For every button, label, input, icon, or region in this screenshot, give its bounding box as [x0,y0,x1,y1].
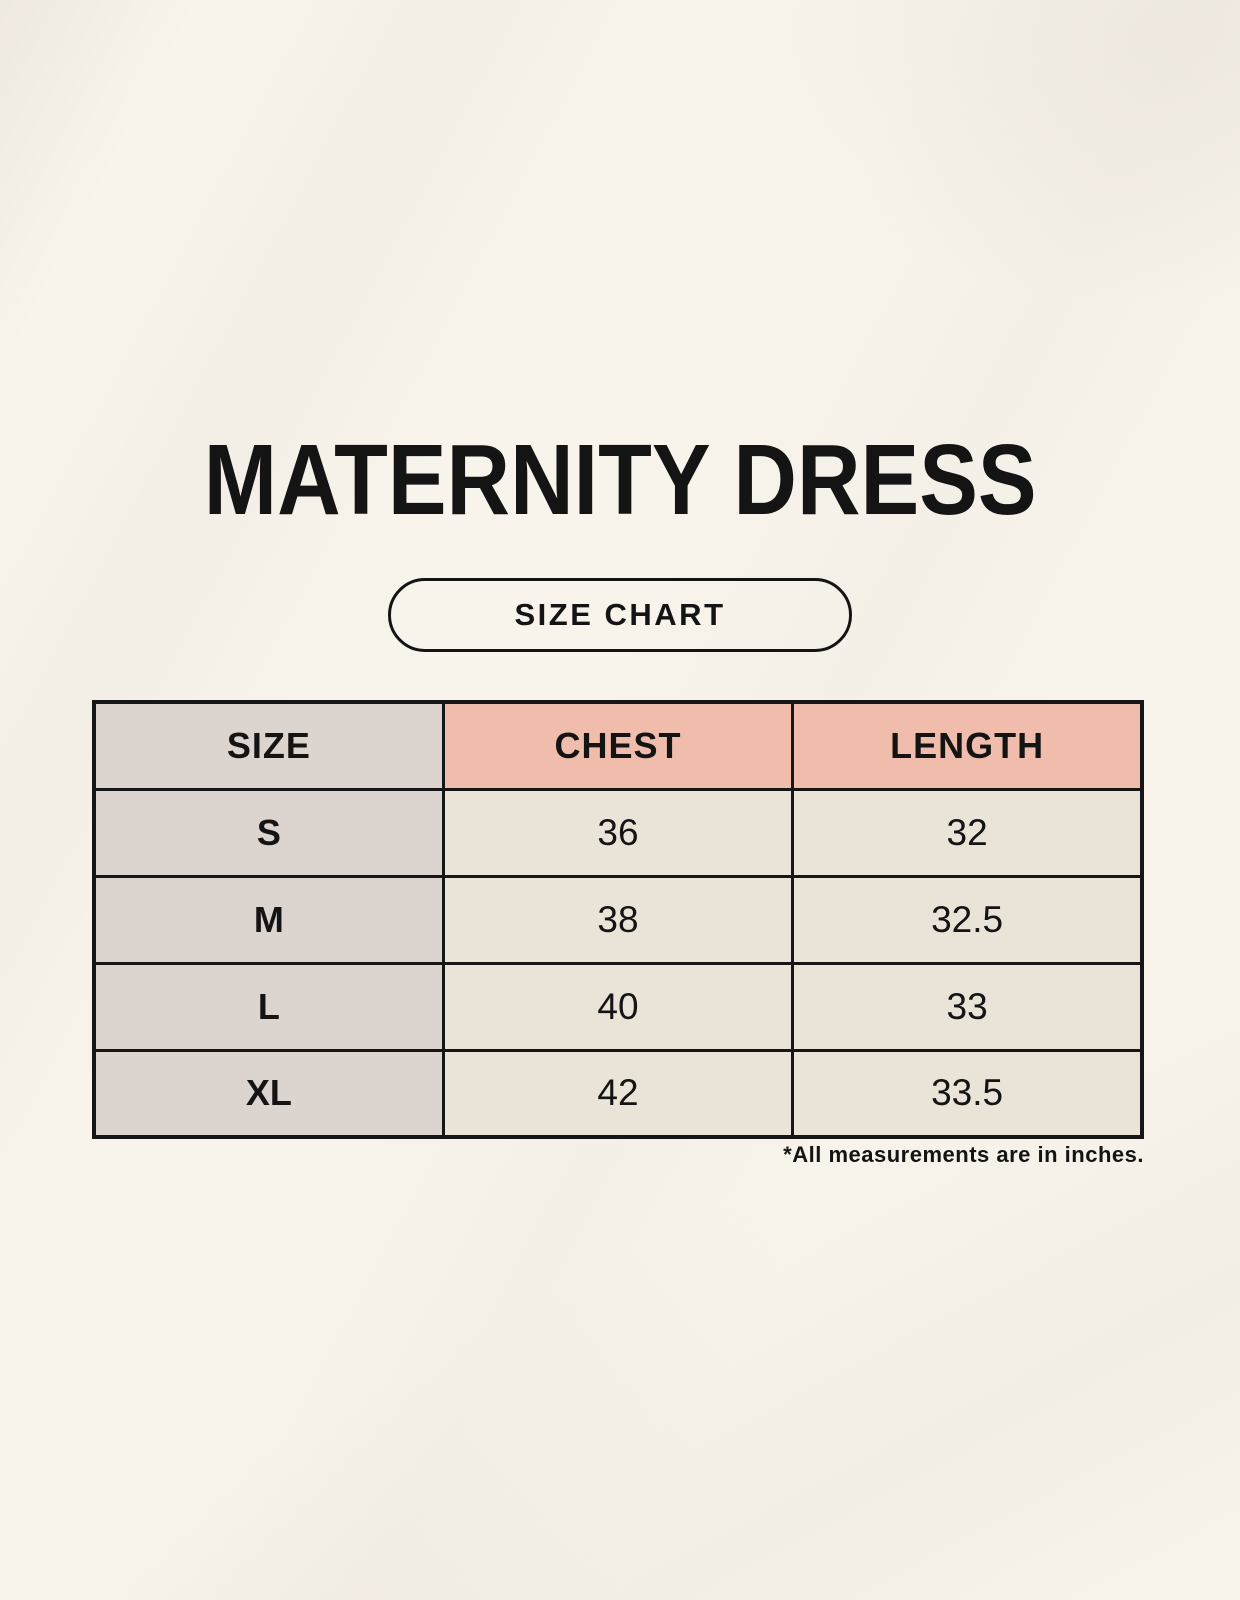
chest-value-l: 40 [441,961,795,1052]
size-chart-badge: SIZE CHART [388,578,852,652]
table-row-xl: XL 42 33.5 [92,1048,1144,1139]
chest-value-xl: 42 [441,1048,795,1139]
column-header-length: LENGTH [791,700,1144,791]
size-label-l: L [92,961,445,1052]
length-value-xl: 33.5 [791,1048,1144,1139]
table-header-row: SIZE CHEST LENGTH [92,700,1144,791]
table-row-m: M 38 32.5 [92,874,1144,965]
size-label-m: M [92,874,445,965]
column-header-size: SIZE [92,700,445,791]
chest-value-m: 38 [441,874,795,965]
table-row-s: S 36 32 [92,787,1144,878]
table-row-l: L 40 33 [92,961,1144,1052]
size-label-s: S [92,787,445,878]
size-chart-badge-label: SIZE CHART [514,597,726,632]
size-chart-table: SIZE CHEST LENGTH S 36 32 M 38 32.5 L 40… [92,700,1144,1139]
page-title-text: MATERNITY DRESS [203,424,1037,536]
length-value-m: 32.5 [791,874,1144,965]
measurements-footnote: *All measurements are in inches. [783,1142,1144,1167]
length-value-l: 33 [791,961,1144,1052]
chest-value-s: 36 [441,787,795,878]
column-header-chest: CHEST [441,700,795,791]
length-value-s: 32 [791,787,1144,878]
size-label-xl: XL [92,1048,445,1139]
page-title: MATERNITY DRESS [0,430,1240,530]
